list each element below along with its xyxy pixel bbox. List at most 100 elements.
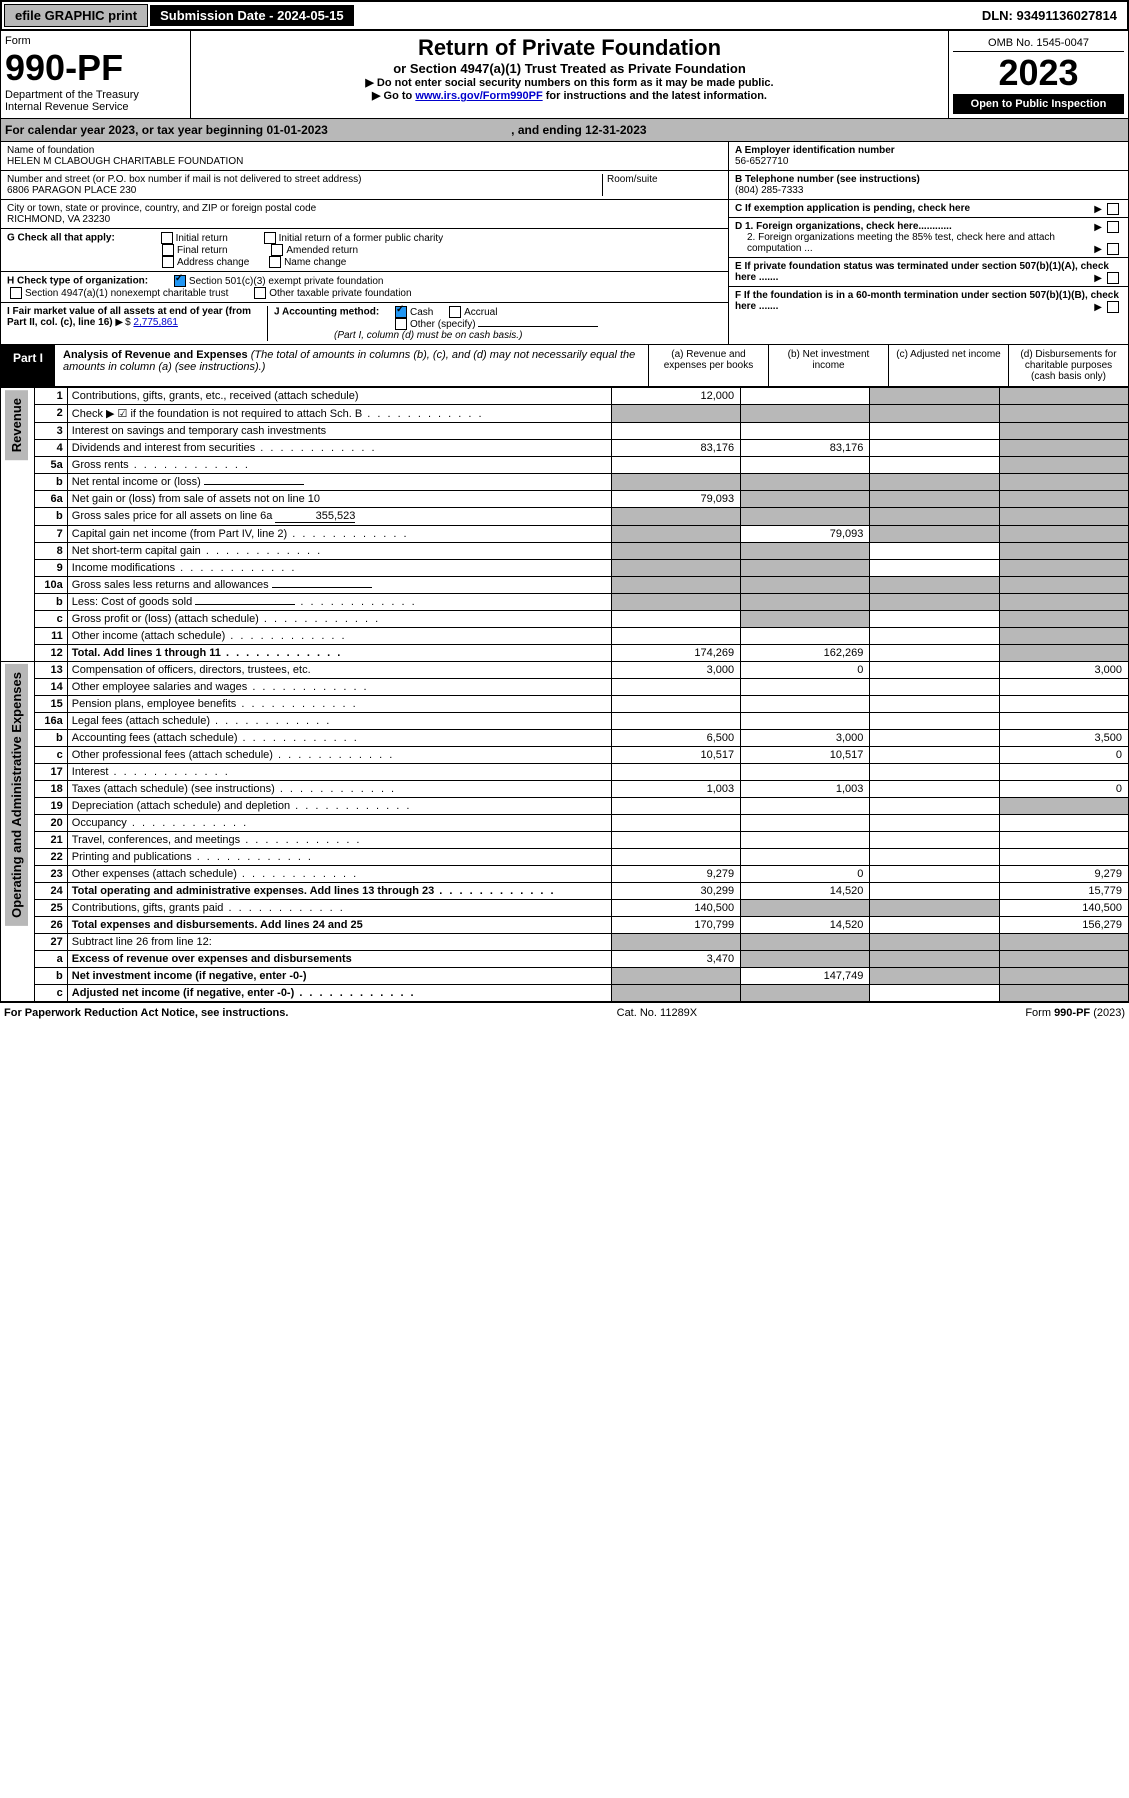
cell-b [741, 713, 870, 730]
cell-b: 3,000 [741, 730, 870, 747]
form990pf-link[interactable]: www.irs.gov/Form990PF [415, 90, 542, 102]
cell-a: 9,279 [611, 866, 740, 883]
cell-c [870, 611, 999, 628]
cell-c [870, 679, 999, 696]
cell-d [999, 968, 1128, 985]
row-label: Contributions, gifts, grants paid [67, 900, 611, 917]
cell-d [999, 440, 1128, 457]
cell-c [870, 866, 999, 883]
cell-d [999, 388, 1128, 405]
initial-return-checkbox[interactable] [161, 232, 173, 244]
cell-a [611, 508, 740, 526]
cash-checkbox[interactable] [395, 306, 407, 318]
table-row: 22Printing and publications [1, 849, 1129, 866]
table-row: cAdjusted net income (if negative, enter… [1, 985, 1129, 1002]
row-label: Adjusted net income (if negative, enter … [67, 985, 611, 1002]
col-b-header: (b) Net investment income [768, 345, 888, 386]
row-label: Less: Cost of goods sold [67, 594, 611, 611]
table-row: bAccounting fees (attach schedule)6,5003… [1, 730, 1129, 747]
row-label: Legal fees (attach schedule) [67, 713, 611, 730]
row-label: Other employee salaries and wages [67, 679, 611, 696]
cell-c [870, 543, 999, 560]
e-label: E If private foundation status was termi… [735, 261, 1109, 283]
cell-a: 3,470 [611, 951, 740, 968]
cell-d [999, 405, 1128, 423]
city-label: City or town, state or province, country… [7, 203, 722, 214]
cell-d [999, 474, 1128, 491]
table-row: 25Contributions, gifts, grants paid140,5… [1, 900, 1129, 917]
table-row: 10aGross sales less returns and allowanc… [1, 577, 1129, 594]
cell-a: 170,799 [611, 917, 740, 934]
cell-d [999, 832, 1128, 849]
row-number: c [35, 611, 67, 628]
h-label: H Check type of organization: [7, 276, 148, 287]
amended-return-checkbox[interactable] [271, 244, 283, 256]
g-label: G Check all that apply: [7, 233, 115, 244]
initial-return-public-checkbox[interactable] [264, 232, 276, 244]
row-label: Gross sales less returns and allowances [67, 577, 611, 594]
row-number: c [35, 747, 67, 764]
cell-a [611, 968, 740, 985]
501c3-checkbox[interactable] [174, 275, 186, 287]
cell-a [611, 474, 740, 491]
cell-d [999, 951, 1128, 968]
omb-number: OMB No. 1545-0047 [953, 35, 1124, 52]
cell-b [741, 543, 870, 560]
cell-c [870, 781, 999, 798]
table-row: 6aNet gain or (loss) from sale of assets… [1, 491, 1129, 508]
row-label: Printing and publications [67, 849, 611, 866]
row-number: 5a [35, 457, 67, 474]
e-checkbox[interactable] [1107, 272, 1119, 284]
address-change-checkbox[interactable] [162, 256, 174, 268]
cell-d: 0 [999, 747, 1128, 764]
cell-b [741, 491, 870, 508]
cell-b [741, 423, 870, 440]
cell-a: 140,500 [611, 900, 740, 917]
cell-a: 83,176 [611, 440, 740, 457]
row-number: 20 [35, 815, 67, 832]
cell-a [611, 405, 740, 423]
form-header-row: Form 990-PF Department of the Treasury I… [0, 31, 1129, 119]
c-checkbox[interactable] [1107, 203, 1119, 215]
open-to-public-label: Open to Public Inspection [953, 94, 1124, 114]
row-label: Other expenses (attach schedule) [67, 866, 611, 883]
foundation-name: HELEN M CLABOUGH CHARITABLE FOUNDATION [7, 156, 722, 167]
row-label: Total operating and administrative expen… [67, 883, 611, 900]
irs-label: Internal Revenue Service [5, 101, 186, 113]
f-checkbox[interactable] [1107, 301, 1119, 313]
accrual-checkbox[interactable] [449, 306, 461, 318]
city-state-zip: RICHMOND, VA 23230 [7, 214, 722, 225]
other-method-checkbox[interactable] [395, 318, 407, 330]
final-return-checkbox[interactable] [162, 244, 174, 256]
efile-print-button[interactable]: efile GRAPHIC print [4, 4, 148, 27]
cell-c [870, 832, 999, 849]
cell-b: 0 [741, 866, 870, 883]
row-number: 7 [35, 526, 67, 543]
cell-b [741, 900, 870, 917]
cell-c [870, 526, 999, 543]
cell-a [611, 713, 740, 730]
d2-checkbox[interactable] [1107, 243, 1119, 255]
d1-checkbox[interactable] [1107, 221, 1119, 233]
fmv-value[interactable]: 2,775,861 [133, 317, 178, 328]
row-number: b [35, 474, 67, 491]
4947a1-checkbox[interactable] [10, 287, 22, 299]
cell-c [870, 968, 999, 985]
row-label: Total. Add lines 1 through 11 [67, 645, 611, 662]
other-taxable-checkbox[interactable] [254, 287, 266, 299]
name-change-checkbox[interactable] [269, 256, 281, 268]
row-number: 23 [35, 866, 67, 883]
cell-c [870, 594, 999, 611]
cell-b: 14,520 [741, 883, 870, 900]
cell-b [741, 832, 870, 849]
row-number: a [35, 951, 67, 968]
footer-left: For Paperwork Reduction Act Notice, see … [4, 1007, 288, 1019]
cell-b [741, 508, 870, 526]
cell-c [870, 560, 999, 577]
row-number: 1 [35, 388, 67, 405]
cell-a: 10,517 [611, 747, 740, 764]
cell-a [611, 985, 740, 1002]
j-label: J Accounting method: [274, 307, 379, 318]
analysis-table: Revenue1Contributions, gifts, grants, et… [0, 387, 1129, 1002]
table-row: 20Occupancy [1, 815, 1129, 832]
